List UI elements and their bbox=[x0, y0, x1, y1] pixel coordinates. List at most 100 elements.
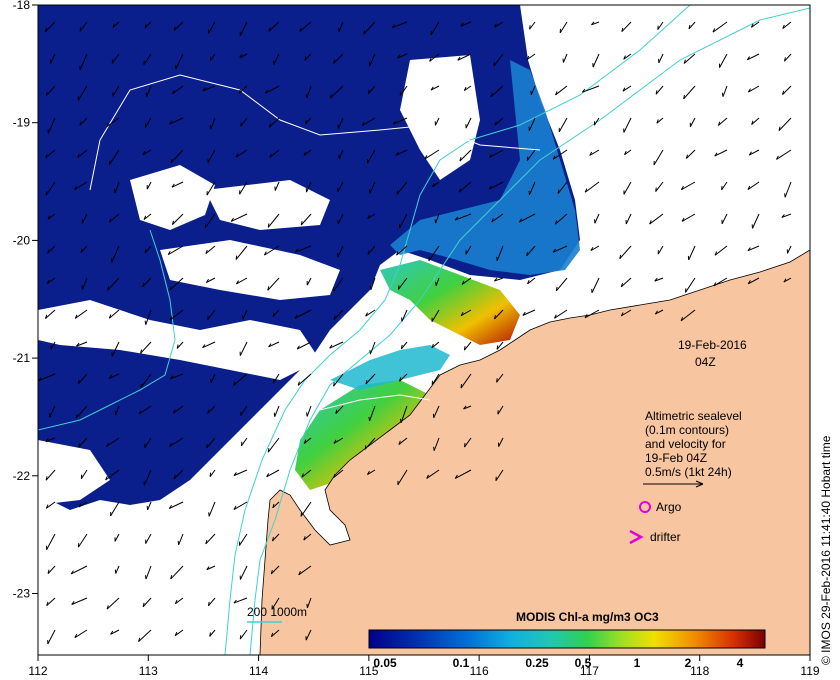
velocity-arrow-icon bbox=[592, 53, 600, 68]
velocity-arrow-head-icon bbox=[688, 24, 691, 30]
velocity-arrow-icon bbox=[335, 405, 344, 415]
velocity-arrow-icon bbox=[712, 21, 728, 33]
velocity-arrow-head-icon bbox=[398, 440, 401, 445]
cloud-gap bbox=[400, 55, 480, 180]
velocity-arrow-icon bbox=[45, 149, 56, 159]
velocity-arrow-head-icon bbox=[114, 410, 117, 416]
velocity-arrow-head-icon bbox=[432, 183, 435, 188]
velocity-arrow-icon bbox=[494, 117, 504, 126]
velocity-arrow-head-icon bbox=[167, 250, 171, 255]
velocity-arrow-icon bbox=[337, 117, 344, 129]
x-tick-label: 116 bbox=[470, 664, 489, 678]
velocity-arrow-icon bbox=[272, 309, 280, 317]
velocity-arrow-icon bbox=[271, 629, 280, 638]
velocity-arrow-icon bbox=[590, 245, 600, 252]
velocity-arrow-head-icon bbox=[46, 279, 50, 284]
velocity-arrow-head-icon bbox=[748, 151, 752, 156]
velocity-arrow-head-icon bbox=[746, 56, 751, 61]
velocity-arrow-icon bbox=[460, 373, 472, 389]
velocity-arrow-icon bbox=[329, 341, 344, 349]
velocity-arrow-icon bbox=[594, 213, 600, 224]
velocity-arrow-head-icon bbox=[333, 439, 337, 444]
velocity-arrow-icon bbox=[464, 437, 472, 448]
velocity-arrow-head-icon bbox=[747, 280, 751, 285]
velocity-arrow-head-icon bbox=[776, 155, 779, 160]
velocity-arrow-icon bbox=[38, 373, 56, 382]
velocity-arrow-icon bbox=[430, 85, 440, 91]
cloud-gap bbox=[38, 440, 110, 505]
velocity-arrow-icon bbox=[393, 117, 408, 125]
velocity-arrow-icon bbox=[689, 117, 696, 127]
velocity-arrow-icon bbox=[624, 149, 632, 156]
velocity-arrow-head-icon bbox=[367, 250, 370, 255]
velocity-arrow-head-icon bbox=[649, 220, 652, 225]
velocity-arrow-icon bbox=[106, 597, 120, 610]
velocity-arrow-icon bbox=[45, 21, 56, 33]
velocity-arrow-head-icon bbox=[526, 251, 528, 257]
velocity-arrow-head-icon bbox=[490, 92, 493, 97]
velocity-arrow-head-icon bbox=[74, 314, 78, 319]
velocity-arrow-icon bbox=[47, 245, 56, 254]
velocity-arrow-head-icon bbox=[494, 121, 497, 126]
velocity-arrow-icon bbox=[431, 373, 440, 386]
velocity-arrow-icon bbox=[169, 501, 184, 509]
x-tick-label: 113 bbox=[139, 664, 158, 678]
velocity-arrow-head-icon bbox=[368, 416, 371, 421]
velocity-arrow-head-icon bbox=[399, 418, 402, 423]
velocity-arrow-head-icon bbox=[169, 442, 172, 447]
drifter-label: drifter bbox=[650, 530, 681, 544]
velocity-arrow-head-icon bbox=[784, 193, 786, 198]
velocity-arrow-icon bbox=[143, 469, 152, 486]
velocity-arrow-icon bbox=[784, 53, 792, 62]
velocity-arrow-icon bbox=[623, 53, 632, 60]
velocity-arrow-icon bbox=[171, 181, 184, 188]
velocity-arrow-icon bbox=[299, 21, 312, 32]
velocity-arrow-icon bbox=[623, 181, 632, 195]
velocity-arrow-head-icon bbox=[554, 220, 558, 225]
velocity-arrow-icon bbox=[395, 149, 408, 156]
velocity-arrow-icon bbox=[491, 213, 504, 223]
velocity-arrow-icon bbox=[460, 21, 472, 27]
velocity-arrow-icon bbox=[242, 309, 248, 320]
x-tick-label: 119 bbox=[800, 664, 819, 678]
velocity-arrow-icon bbox=[459, 149, 472, 162]
velocity-arrow-icon bbox=[681, 213, 696, 222]
velocity-arrow-icon bbox=[267, 277, 280, 291]
velocity-arrow-icon bbox=[107, 277, 120, 291]
velocity-arrow-icon bbox=[430, 21, 440, 36]
velocity-arrow-icon bbox=[555, 277, 568, 292]
velocity-arrow-icon bbox=[562, 53, 568, 63]
velocity-arrow-head-icon bbox=[306, 412, 308, 417]
velocity-arrow-head-icon bbox=[173, 474, 176, 479]
velocity-arrow-icon bbox=[582, 85, 600, 93]
velocity-arrow-icon bbox=[47, 117, 56, 134]
velocity-arrow-icon bbox=[169, 117, 184, 125]
velocity-arrow-icon bbox=[75, 405, 88, 419]
velocity-arrow-icon bbox=[591, 21, 600, 26]
velocity-arrow-icon bbox=[236, 277, 248, 285]
velocity-arrow-icon bbox=[269, 117, 280, 128]
velocity-arrow-icon bbox=[78, 533, 88, 548]
velocity-arrow-head-icon bbox=[397, 54, 401, 59]
velocity-arrow-icon bbox=[145, 565, 152, 580]
velocity-arrow-icon bbox=[338, 21, 344, 32]
velocity-arrow-head-icon bbox=[681, 217, 685, 222]
velocity-arrow-icon bbox=[268, 21, 280, 32]
velocity-arrow-icon bbox=[145, 309, 152, 325]
velocity-arrow-head-icon bbox=[656, 119, 659, 124]
velocity-arrow-icon bbox=[239, 53, 248, 59]
cloud-gap bbox=[130, 165, 215, 230]
map-frame bbox=[37, 4, 811, 656]
velocity-arrow-icon bbox=[205, 245, 216, 255]
velocity-arrow-head-icon bbox=[621, 27, 624, 32]
velocity-arrow-head-icon bbox=[747, 185, 751, 190]
colorbar bbox=[368, 629, 766, 649]
colorbar-tick-label: 0.05 bbox=[373, 656, 397, 670]
velocity-arrow-head-icon bbox=[171, 183, 175, 188]
velocity-arrow-icon bbox=[496, 245, 504, 261]
velocity-arrow-icon bbox=[176, 341, 184, 349]
velocity-arrow-icon bbox=[82, 213, 88, 224]
velocity-arrow-head-icon bbox=[751, 120, 754, 125]
velocity-arrow-icon bbox=[74, 181, 88, 191]
